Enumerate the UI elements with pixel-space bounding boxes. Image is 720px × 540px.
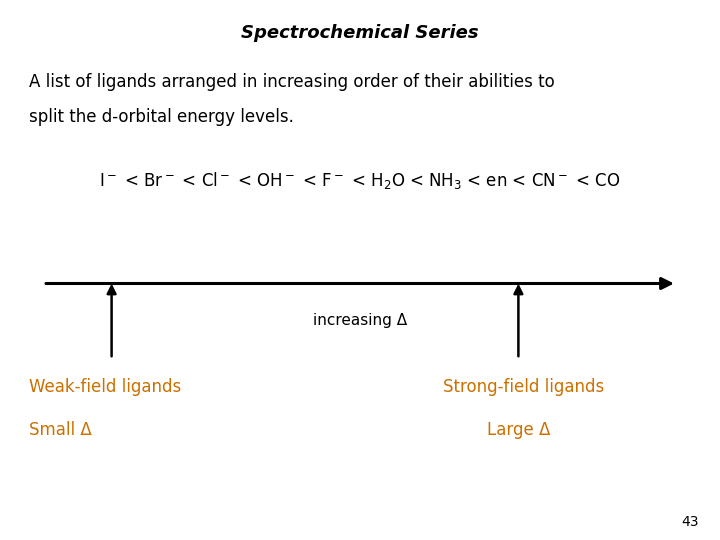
Text: Spectrochemical Series: Spectrochemical Series <box>241 24 479 42</box>
Text: Small Δ: Small Δ <box>29 421 91 439</box>
Text: Strong-field ligands: Strong-field ligands <box>443 378 604 396</box>
Text: 43: 43 <box>681 515 698 529</box>
Text: A list of ligands arranged in increasing order of their abilities to: A list of ligands arranged in increasing… <box>29 73 554 91</box>
Text: I$^-$ < Br$^-$ < Cl$^-$ < OH$^-$ < F$^-$ < H$_2$O < NH$_3$ < en < CN$^-$ < CO: I$^-$ < Br$^-$ < Cl$^-$ < OH$^-$ < F$^-$… <box>99 171 621 191</box>
Text: Weak-field ligands: Weak-field ligands <box>29 378 181 396</box>
Text: split the d-orbital energy levels.: split the d-orbital energy levels. <box>29 108 294 126</box>
Text: increasing Δ: increasing Δ <box>313 313 407 328</box>
Text: Large Δ: Large Δ <box>487 421 550 439</box>
